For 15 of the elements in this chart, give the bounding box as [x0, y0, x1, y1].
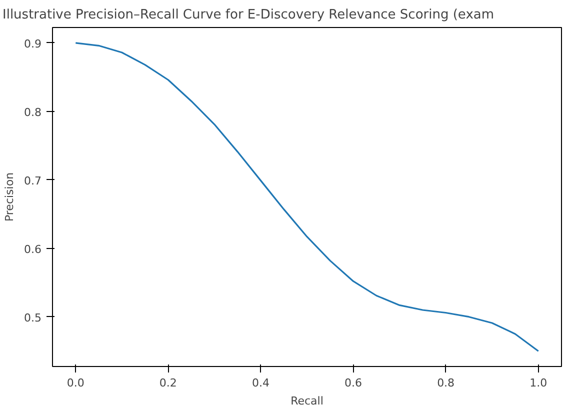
- y-tick-label: 0.5: [24, 311, 42, 324]
- y-tick-label: 0.7: [24, 174, 42, 188]
- x-tick-label: 1.0: [530, 376, 548, 390]
- y-tick-label: 0.9: [24, 37, 42, 50]
- line-series: [74, 42, 540, 352]
- y-tick-label: 0.8: [24, 106, 42, 119]
- x-tick-label: 0.4: [252, 376, 270, 390]
- x-axis-title: Recall: [290, 394, 324, 408]
- x-tick-label: 0.2: [159, 376, 177, 390]
- chart-title: Illustrative Precision–Recall Curve for E-Discovery Relevance Scoring (exam: [2, 8, 494, 22]
- x-tick-label: 0.8: [437, 376, 455, 390]
- x-tick-label: 0.0: [66, 376, 84, 390]
- y-tick-label: 0.6: [24, 242, 42, 256]
- y-axis-title: Precision: [3, 172, 16, 222]
- x-tick-label: 0.6: [344, 376, 362, 390]
